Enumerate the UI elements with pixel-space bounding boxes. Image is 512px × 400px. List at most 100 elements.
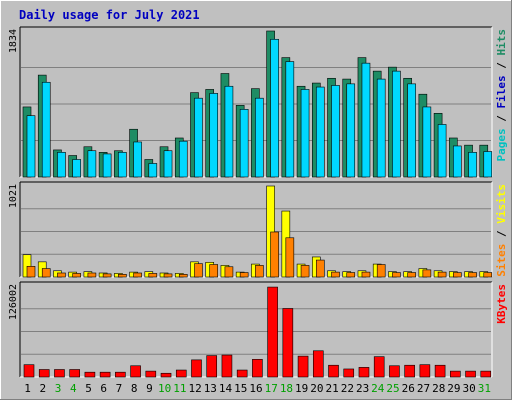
bar-sites-day-16 xyxy=(255,265,264,278)
bar-files-day-18 xyxy=(285,61,295,178)
bar-files-day-6 xyxy=(102,153,112,178)
bar-kbytes-day-27 xyxy=(419,364,431,378)
bar-files-day-2 xyxy=(41,81,51,178)
bar-kbytes-day-29 xyxy=(450,370,461,378)
x-tick-label-day-10: 10 xyxy=(158,382,171,395)
bar-sites-day-9 xyxy=(148,273,158,278)
bar-files-day-17 xyxy=(270,38,279,178)
bar-kbytes-day-2 xyxy=(38,369,50,378)
bar-files-day-3 xyxy=(57,152,66,178)
x-tick-label-day-21: 21 xyxy=(326,382,339,395)
x-tick-label-day-28: 28 xyxy=(432,382,445,395)
x-tick-label-day-20: 20 xyxy=(310,382,323,395)
x-tick-label-day-30: 30 xyxy=(463,382,476,395)
bar-files-day-30 xyxy=(468,152,477,178)
bar-sites-day-24 xyxy=(376,264,386,278)
bar-sites-day-23 xyxy=(361,271,371,278)
bar-files-day-27 xyxy=(422,106,432,178)
bar-files-day-26 xyxy=(407,83,416,178)
bar-sites-day-5 xyxy=(87,272,97,278)
x-tick-label-day-6: 6 xyxy=(100,382,107,395)
bar-kbytes-day-20 xyxy=(312,350,324,378)
legend-part: KBytes xyxy=(495,284,508,324)
bar-sites-day-12 xyxy=(194,263,203,278)
bar-files-day-22 xyxy=(346,83,356,178)
bar-kbytes-day-14 xyxy=(221,354,233,378)
bar-files-day-15 xyxy=(239,109,249,178)
bar-kbytes-day-21 xyxy=(328,364,339,378)
legend-part: Files xyxy=(495,75,508,108)
bar-files-day-23 xyxy=(361,62,371,178)
plot-area xyxy=(20,182,492,277)
x-tick-label-day-22: 22 xyxy=(341,382,354,395)
bar-sites-day-7 xyxy=(118,274,127,278)
bar-sites-day-31 xyxy=(483,272,493,278)
bar-kbytes-day-22 xyxy=(343,368,355,378)
bar-sites-day-25 xyxy=(392,272,401,278)
y-max-label: 1021 xyxy=(8,184,19,208)
x-axis-labels: 1 2 3 4 5 6 7 8 9 10 11 12 13 14 15 16 17 18 19 20 21 22 23 24 2… xyxy=(24,382,491,395)
bar-kbytes-day-24 xyxy=(373,356,385,378)
bar-files-day-14 xyxy=(224,85,234,178)
legend-part: Hits xyxy=(495,29,508,56)
panel-top: 1834 Pages / Files / Hits xyxy=(8,26,508,178)
panel-middle: 1021 Sites / Visits xyxy=(8,181,508,278)
bar-sites-day-21 xyxy=(331,271,340,278)
bar-sites-day-14 xyxy=(224,266,234,278)
bar-sites-day-6 xyxy=(102,273,112,278)
bar-sites-day-28 xyxy=(437,271,447,278)
x-tick-label-day-3: 3 xyxy=(55,382,62,395)
x-tick-label-day-13: 13 xyxy=(204,382,217,395)
x-tick-label-day-29: 29 xyxy=(447,382,460,395)
bar-sites-day-2 xyxy=(41,268,51,278)
bar-sites-day-13 xyxy=(209,264,219,278)
legend-part: Sites xyxy=(495,244,508,277)
bar-kbytes-day-4 xyxy=(69,369,80,378)
bar-sites-day-29 xyxy=(453,272,462,278)
bar-sites-day-11 xyxy=(178,274,188,278)
x-tick-label-day-14: 14 xyxy=(219,382,233,395)
bar-kbytes-day-17 xyxy=(267,286,278,378)
bar-kbytes-day-31 xyxy=(480,370,492,378)
x-tick-label-day-27: 27 xyxy=(417,382,430,395)
y-max-label: 1834 xyxy=(8,29,19,53)
bar-kbytes-day-18 xyxy=(282,308,294,378)
bar-kbytes-day-30 xyxy=(465,370,476,378)
bar-files-day-12 xyxy=(194,97,203,178)
x-tick-label-day-18: 18 xyxy=(280,382,293,395)
x-tick-label-day-26: 26 xyxy=(402,382,415,395)
bar-sites-day-8 xyxy=(133,272,142,278)
bar-kbytes-day-9 xyxy=(145,370,157,378)
x-tick-label-day-1: 1 xyxy=(24,382,31,395)
x-tick-label-day-15: 15 xyxy=(234,382,247,395)
bar-kbytes-day-7 xyxy=(115,371,126,378)
bar-files-day-25 xyxy=(392,70,401,178)
bar-files-day-11 xyxy=(178,140,188,178)
bar-sites-day-1 xyxy=(26,266,36,278)
legend-part: / xyxy=(495,56,508,76)
legend-label-bottom: KBytes xyxy=(495,284,508,324)
x-tick-label-day-25: 25 xyxy=(386,382,399,395)
bar-kbytes-day-3 xyxy=(54,369,65,378)
bar-kbytes-day-6 xyxy=(99,371,111,378)
bar-files-day-13 xyxy=(209,93,219,178)
x-tick-label-day-7: 7 xyxy=(116,382,123,395)
x-tick-label-day-23: 23 xyxy=(356,382,369,395)
chart-panels: 1834 Pages / Files / Hits 1021 Sites / Visi… xyxy=(8,26,508,378)
bar-kbytes-day-8 xyxy=(130,365,141,378)
bar-sites-day-26 xyxy=(407,272,416,278)
legend-part: Visits xyxy=(495,184,508,224)
bar-sites-day-20 xyxy=(315,259,325,278)
bar-files-day-24 xyxy=(376,78,386,178)
bar-sites-day-10 xyxy=(163,273,173,278)
x-tick-label-day-9: 9 xyxy=(146,382,153,395)
x-tick-label-day-11: 11 xyxy=(173,382,186,395)
bar-sites-day-27 xyxy=(422,269,432,278)
legend-part: / xyxy=(495,109,508,129)
bar-files-day-7 xyxy=(118,152,127,178)
bar-kbytes-day-16 xyxy=(252,359,263,378)
bar-sites-day-15 xyxy=(239,272,249,278)
bar-sites-day-4 xyxy=(72,273,81,278)
legend-label-middle: Sites / Visits xyxy=(495,184,508,277)
bar-kbytes-day-5 xyxy=(84,371,96,378)
